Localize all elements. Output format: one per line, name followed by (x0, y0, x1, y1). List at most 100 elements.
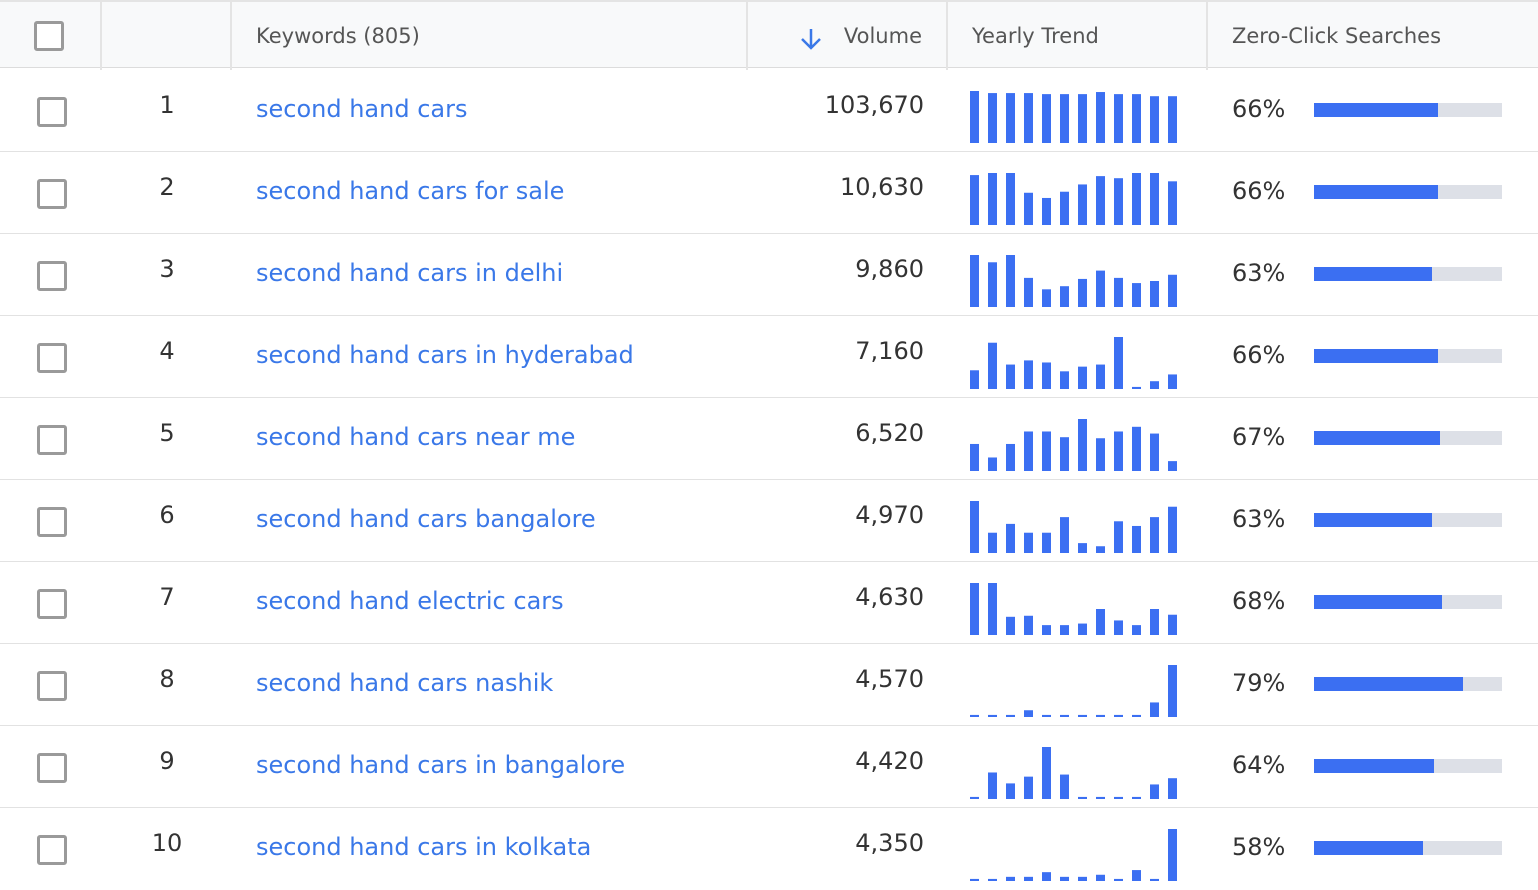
trend-bar (1132, 173, 1141, 225)
row-divider (0, 315, 1538, 316)
zero-click-bar (1314, 103, 1439, 117)
trend-bar (1150, 96, 1159, 143)
trend-bar (1168, 181, 1177, 225)
rank: 2 (159, 173, 175, 201)
row-checkbox[interactable] (37, 507, 67, 537)
row-checkbox[interactable] (37, 589, 67, 619)
volume: 4,420 (855, 747, 924, 775)
zero-click-bar (1314, 595, 1442, 609)
trend-bar (1168, 461, 1177, 471)
rank: 8 (159, 665, 175, 693)
trend-bar (1060, 876, 1069, 881)
trend-chart (970, 747, 1177, 799)
zero-click-percent: 63% (1232, 505, 1286, 533)
trend-bar (1078, 623, 1087, 635)
column-separator (100, 2, 102, 70)
row-checkbox[interactable] (37, 179, 67, 209)
trend-bar (1150, 381, 1159, 389)
rank: 7 (159, 583, 175, 611)
trend-bar (1024, 192, 1033, 225)
trend-bar (1060, 714, 1069, 717)
row-checkbox[interactable] (37, 835, 67, 865)
trend-bar (1060, 94, 1069, 143)
trend-bar (988, 583, 997, 635)
trend-bar (1024, 431, 1033, 471)
trend-bar (1060, 517, 1069, 553)
keyword-link[interactable]: second hand cars (256, 95, 468, 123)
trend-bar (1024, 776, 1033, 799)
trend-bar (1096, 714, 1105, 717)
trend-bar (1024, 876, 1033, 881)
zero-click-bar (1314, 677, 1463, 691)
keyword-link[interactable]: second hand electric cars (256, 587, 564, 615)
table-row: 4 second hand cars in hyderabad 7,160 66% (0, 315, 1538, 398)
trend-bar (1096, 270, 1105, 307)
trend-bar (1024, 93, 1033, 143)
trend-bar (988, 714, 997, 717)
trend-bar (1114, 337, 1123, 389)
trend-bar (1114, 521, 1123, 553)
trend-bar (1060, 437, 1069, 471)
keyword-link[interactable]: second hand cars in hyderabad (256, 341, 634, 369)
trend-bar (1042, 362, 1051, 389)
trend-bar (988, 342, 997, 389)
trend-bar (1132, 796, 1141, 799)
row-checkbox[interactable] (37, 97, 67, 127)
trend-bar (1150, 609, 1159, 635)
trend-bar (970, 501, 979, 553)
keyword-link[interactable]: second hand cars in bangalore (256, 751, 626, 779)
trend-bar (1006, 364, 1015, 389)
keyword-link[interactable]: second hand cars for sale (256, 177, 565, 205)
keyword-link[interactable]: second hand cars near me (256, 423, 576, 451)
keyword-link[interactable]: second hand cars in kolkata (256, 833, 592, 861)
trend-bar (1078, 366, 1087, 389)
select-all-checkbox[interactable] (34, 21, 64, 51)
zero-click-bar (1314, 267, 1433, 281)
row-checkbox[interactable] (37, 425, 67, 455)
row-divider (0, 397, 1538, 398)
trend-bar (1042, 532, 1051, 553)
trend-bar (988, 262, 997, 307)
trend-bar (1042, 872, 1051, 881)
trend-bar (1024, 277, 1033, 307)
column-separator (746, 2, 748, 70)
trend-bar (1150, 517, 1159, 553)
rank: 5 (159, 419, 175, 447)
zero-click-bar (1314, 431, 1440, 445)
trend-bar (1096, 546, 1105, 553)
row-checkbox[interactable] (37, 671, 67, 701)
trend-bar (1096, 874, 1105, 881)
trend-bar (1042, 747, 1051, 799)
row-divider (0, 725, 1538, 726)
sort-arrow[interactable] (798, 26, 826, 52)
trend-bar (1006, 876, 1015, 881)
zero-click-header[interactable]: Zero-Click Searches (1232, 24, 1442, 48)
zero-click-percent: 64% (1232, 751, 1286, 779)
row-checkbox[interactable] (37, 261, 67, 291)
trend-chart (970, 337, 1177, 389)
table-row: 7 second hand electric cars 4,630 68% (0, 561, 1538, 644)
keyword-link[interactable]: second hand cars bangalore (256, 505, 596, 533)
keywords-header[interactable]: Keywords (805) (256, 24, 420, 48)
trend-bar (1060, 191, 1069, 225)
trend-bar (970, 175, 979, 225)
trend-header[interactable]: Yearly Trend (972, 24, 1099, 48)
trend-bar (1042, 94, 1051, 143)
trend-bar (1078, 543, 1087, 553)
zero-click-track (1314, 103, 1502, 117)
row-checkbox[interactable] (37, 753, 67, 783)
zero-click-percent: 68% (1232, 587, 1286, 615)
keyword-link[interactable]: second hand cars nashik (256, 669, 554, 697)
trend-bar (1078, 94, 1087, 143)
trend-bar (1078, 278, 1087, 307)
trend-bar (1096, 609, 1105, 635)
trend-chart (970, 419, 1177, 471)
trend-bar (1114, 277, 1123, 307)
trend-bar (1168, 506, 1177, 553)
trend-chart (970, 173, 1177, 225)
keyword-link[interactable]: second hand cars in delhi (256, 259, 564, 287)
row-checkbox[interactable] (37, 343, 67, 373)
trend-bar (1114, 431, 1123, 471)
volume-header[interactable]: Volume (843, 24, 922, 48)
zero-click-track (1314, 431, 1502, 445)
